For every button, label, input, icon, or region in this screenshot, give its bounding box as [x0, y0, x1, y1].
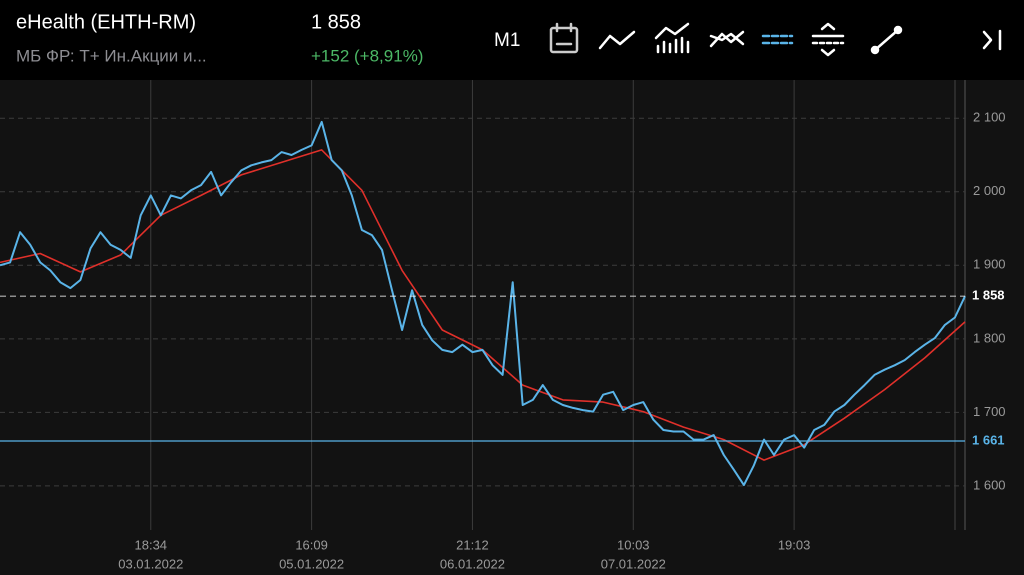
series-line [0, 120, 966, 487]
draw-button[interactable] [870, 25, 903, 55]
timeframe-button[interactable]: M1 [494, 30, 520, 51]
grid [0, 80, 965, 530]
levels-button[interactable] [761, 34, 794, 45]
x-tick-label: 19:03 [778, 537, 811, 552]
chart-bg [0, 80, 1024, 575]
x-tick-label: 10:03 [617, 537, 650, 552]
x-tick-date: 05.01.2022 [279, 556, 344, 571]
reference-label: 1 661 [972, 432, 1005, 447]
price-change: +152 (+8,91%) [311, 46, 423, 65]
indicators-button[interactable] [709, 30, 745, 48]
x-tick-label: 21:12 [456, 537, 489, 552]
calendar-button[interactable] [549, 22, 579, 54]
reference-label: 1 858 [972, 288, 1005, 303]
x-tick-date: 06.01.2022 [440, 556, 505, 571]
y-tick-label: 2 100 [973, 110, 1006, 125]
reference-label-bg [967, 286, 1022, 307]
title: eHealth (EHTH-RM) [16, 11, 196, 33]
y-tick-label: 1 600 [973, 477, 1006, 492]
x-tick-label: 16:09 [295, 537, 328, 552]
y-tick-label: 2 000 [973, 183, 1006, 198]
line-type-button[interactable] [598, 30, 636, 50]
labels: 1 600 1 700 1 800 1 900 2 000 2 100 18:34 03.01… [118, 110, 1022, 571]
price: 1 858 [311, 11, 361, 33]
reference-label-bg [967, 431, 1022, 452]
y-tick-label: 1 700 [973, 404, 1006, 419]
x-tick-date: 03.01.2022 [118, 556, 183, 571]
y-tick-label: 1 800 [973, 330, 1006, 345]
y-tick-label: 1 900 [973, 257, 1006, 272]
header-bg [0, 0, 1024, 80]
scale-button[interactable] [811, 22, 845, 57]
subtitle: МБ ФР: Т+ Ин.Акции и... [16, 46, 207, 65]
plot [0, 120, 966, 487]
volume-button[interactable] [654, 22, 690, 54]
collapse-button[interactable] [982, 29, 1002, 51]
x-tick-date: 07.01.2022 [601, 556, 666, 571]
x-tick-label: 18:34 [135, 537, 168, 552]
